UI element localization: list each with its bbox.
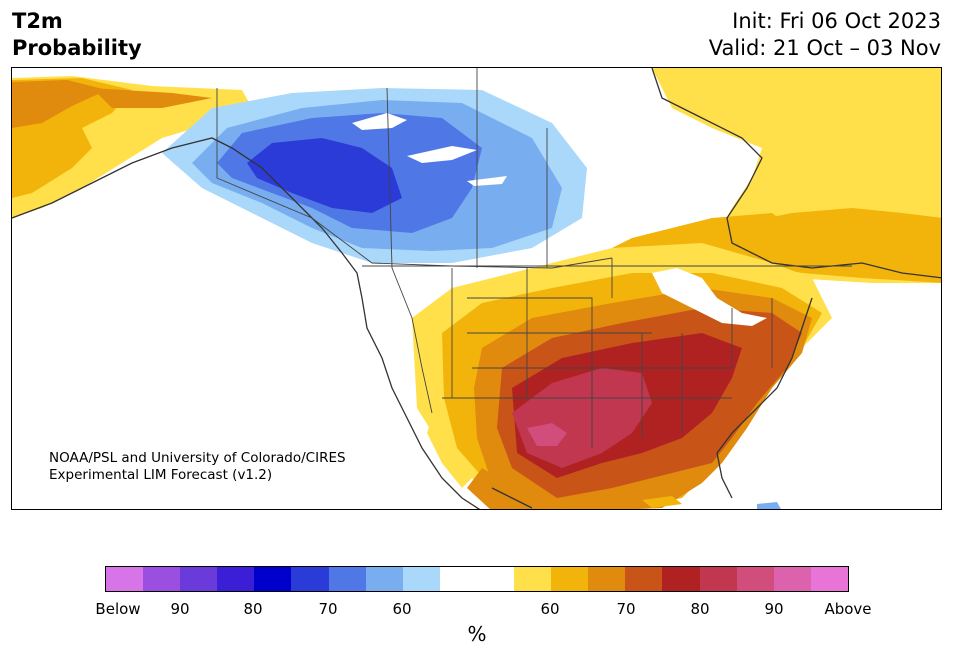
colorbar-tick-label: Above — [824, 600, 872, 618]
colorbar-tick-label: 70 — [616, 600, 636, 618]
colorbar-tick-label: 60 — [540, 600, 560, 618]
colorbar-segment — [476, 567, 515, 591]
colorbar-segment — [254, 567, 292, 591]
colorbar-segment — [439, 567, 477, 591]
us-warm-90 — [527, 423, 567, 446]
lake-shape-1 — [352, 113, 407, 130]
credit-text: NOAA/PSL and University of Colorado/CIRE… — [49, 450, 346, 484]
alaska-north-warm — [92, 88, 212, 108]
init-date: Init: Fri 06 Oct 2023 — [732, 9, 941, 33]
colorbar-segment — [143, 567, 181, 591]
chart-title: T2m Probability — [12, 8, 142, 62]
variable-label: T2m — [12, 9, 63, 33]
colorbar-segment — [588, 567, 626, 591]
credit-line-1: NOAA/PSL and University of Colorado/CIRE… — [49, 450, 346, 466]
colorbar-tick-label: Below — [95, 600, 141, 618]
lake-shape-2 — [407, 146, 477, 163]
great-lakes — [652, 268, 767, 326]
colorbar-tick-label: 90 — [170, 600, 190, 618]
state-borders — [216, 68, 852, 448]
colorbar-segment — [106, 567, 144, 591]
caribbean-warm — [642, 496, 682, 508]
colorbar-segment — [180, 567, 218, 591]
colorbar-segment — [810, 567, 848, 591]
colorbar-segment — [699, 567, 737, 591]
map-panel — [11, 67, 942, 510]
mexico-warm — [467, 468, 566, 509]
colorbar-unit: % — [467, 622, 487, 646]
colorbar-segment — [773, 567, 811, 591]
colorbar-segment — [551, 567, 589, 591]
credit-line-2: Experimental LIM Forecast (v1.2) — [49, 467, 273, 483]
coastlines — [12, 68, 941, 509]
colorbar-segment — [662, 567, 700, 591]
alaska-warmest-region — [12, 80, 107, 128]
colorbar-segment — [736, 567, 774, 591]
colorbar-segment — [291, 567, 329, 591]
colorbar-segment — [514, 567, 552, 591]
quantity-label: Probability — [12, 36, 142, 60]
colorbar-segment — [625, 567, 663, 591]
colorbar-segment — [328, 567, 366, 591]
colorbar-segment — [402, 567, 440, 591]
canada-cool-80 — [247, 138, 402, 213]
baja-warm — [427, 418, 472, 488]
probability-map — [12, 68, 941, 509]
colorbar-tick-label: 80 — [243, 600, 263, 618]
colorbar-tick-label: 70 — [318, 600, 338, 618]
colorbar-segment — [365, 567, 403, 591]
valid-range: Valid: 21 Oct – 03 Nov — [708, 36, 941, 60]
colorbar-tick-label: 80 — [690, 600, 710, 618]
colorbar-tick-label: 60 — [392, 600, 412, 618]
caribbean-cool — [757, 502, 781, 509]
forecast-dates: Init: Fri 06 Oct 2023 Valid: 21 Oct – 03… — [709, 8, 941, 62]
colorbar-tick-label: 90 — [764, 600, 784, 618]
colorbar — [105, 566, 849, 592]
colorbar-segment — [217, 567, 255, 591]
